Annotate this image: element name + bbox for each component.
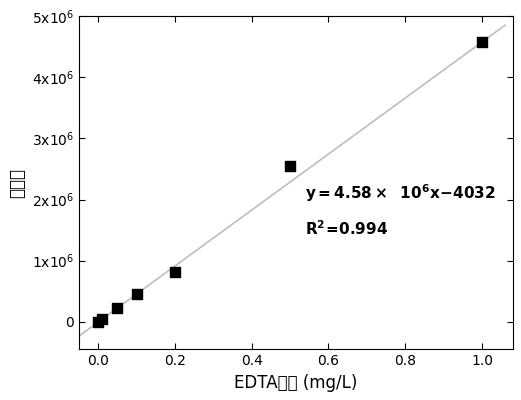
Y-axis label: 峰面积: 峰面积 <box>8 168 27 198</box>
Point <box>132 291 141 297</box>
Point <box>171 269 179 275</box>
Point <box>94 319 103 325</box>
Text: $\mathbf{R^2\!=\!0.994}$: $\mathbf{R^2\!=\!0.994}$ <box>305 219 388 238</box>
Point <box>478 39 486 45</box>
Text: $\mathbf{y=4.58\times\ \ 10^6x\!-\!4032}$: $\mathbf{y=4.58\times\ \ 10^6x\!-\!4032}… <box>305 183 495 204</box>
Point <box>286 163 294 169</box>
Point <box>113 305 121 311</box>
Point <box>98 316 106 322</box>
X-axis label: EDTA浓度 (mg/L): EDTA浓度 (mg/L) <box>234 374 357 392</box>
